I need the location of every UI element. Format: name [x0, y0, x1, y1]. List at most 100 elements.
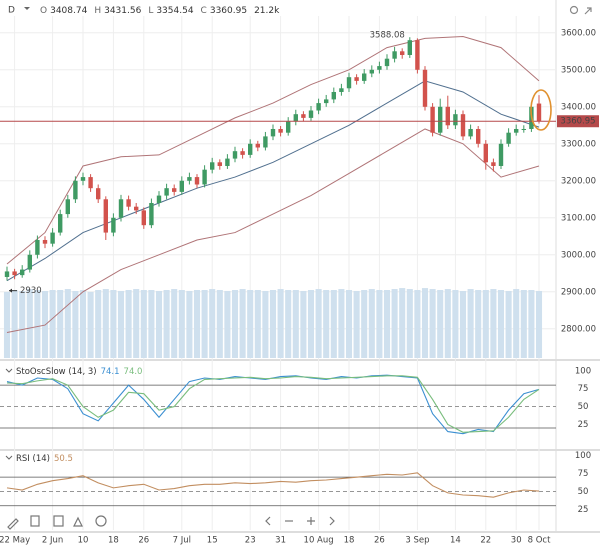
- candle-body: [339, 88, 344, 92]
- volume-bar: [307, 290, 315, 358]
- volume-bar: [209, 289, 216, 358]
- candle-body: [293, 114, 298, 122]
- volume-bar: [231, 290, 239, 358]
- candle-body: [20, 269, 25, 276]
- volume-bar: [178, 290, 185, 358]
- draw-tool[interactable]: [7, 518, 19, 530]
- x-tick-label: 18: [344, 536, 355, 546]
- panel-legend: StoOscSlow (14, 3) 74.1 74.0: [16, 367, 142, 377]
- candle-body: [164, 188, 169, 196]
- volume-bar: [72, 290, 79, 358]
- candle-body: [240, 151, 245, 155]
- volume-bar: [57, 290, 64, 358]
- candle-body: [324, 99, 329, 104]
- ohlc-key: O: [40, 6, 47, 16]
- scroll-right[interactable]: [329, 516, 335, 526]
- candle-body: [88, 177, 93, 189]
- candle-body: [415, 40, 420, 70]
- volume-bar: [368, 289, 375, 358]
- candle-body: [331, 91, 336, 100]
- overlay-layout: [7, 5, 592, 530]
- collapse-icon: [5, 368, 13, 373]
- notes-tool[interactable]: [30, 515, 40, 527]
- layers-tool[interactable]: [53, 515, 64, 527]
- ohlc-key: H: [94, 6, 101, 16]
- volume-bar: [133, 289, 140, 358]
- candle-body: [483, 143, 488, 163]
- volume-bar: [406, 289, 413, 358]
- volume-bar: [345, 290, 353, 358]
- candle-body: [217, 162, 222, 166]
- volume-bar: [26, 289, 33, 358]
- y-tick-label: 75: [578, 384, 589, 394]
- volume-bar: [475, 290, 482, 358]
- shape-tool[interactable]: [73, 516, 83, 527]
- x-tick-label: 10: [78, 536, 89, 546]
- expand-icon[interactable]: [584, 7, 592, 15]
- volume-bar: [429, 289, 436, 358]
- candle-body: [156, 195, 162, 203]
- candle-body: [103, 199, 108, 233]
- low-arrow-head: [9, 288, 12, 293]
- settings-icon[interactable]: [569, 5, 579, 15]
- candle-body: [12, 271, 17, 276]
- candle-body: [491, 162, 496, 166]
- ohlc-value: 3431.56: [104, 6, 141, 16]
- y-tick-label: 3300.00: [561, 139, 596, 149]
- volume-bar: [95, 290, 102, 358]
- volume-bar: [300, 290, 307, 358]
- candle-body: [362, 73, 367, 81]
- candle-body: [80, 177, 86, 181]
- volume-bar: [513, 289, 520, 358]
- x-tick-label: 31: [275, 536, 286, 546]
- volume-bar: [528, 290, 535, 358]
- candle-body: [232, 151, 238, 159]
- candle-body: [514, 128, 519, 133]
- volume-bar: [224, 290, 231, 358]
- volume-bar: [315, 289, 322, 358]
- candle-body: [255, 143, 260, 148]
- candle-body: [476, 128, 481, 144]
- candle-body: [35, 239, 40, 255]
- candle-body: [194, 177, 200, 185]
- volume-bar: [102, 289, 109, 358]
- volume-bar: [148, 290, 155, 358]
- reset-tool[interactable]: [95, 515, 107, 527]
- x-tick-label: 26: [374, 536, 385, 546]
- candle-body: [4, 271, 10, 277]
- scroll-left[interactable]: [265, 516, 271, 526]
- volume-bar: [216, 290, 223, 358]
- volume-bar: [79, 290, 87, 358]
- x-tick-label: 15: [207, 536, 218, 546]
- x-tick-label: 22: [480, 536, 491, 546]
- y-tick-label: 3100.00: [561, 213, 596, 223]
- volume-bar: [110, 290, 117, 358]
- candle-body: [316, 103, 321, 111]
- candle-body: [111, 217, 116, 233]
- zoom-in[interactable]: [307, 517, 315, 525]
- high-annotation: 3588.08: [370, 31, 405, 41]
- candle-body: [407, 40, 412, 55]
- candle-body: [438, 106, 443, 133]
- ohlc-key: L: [148, 6, 153, 16]
- candle-body: [27, 254, 32, 270]
- bottom-toolbar: [7, 515, 335, 530]
- candle-body: [301, 114, 306, 118]
- volume-bar: [277, 289, 284, 358]
- interval-dropdown[interactable]: [24, 7, 30, 10]
- volume-bar: [437, 290, 444, 358]
- candle-body: [278, 128, 283, 133]
- candle-body: [179, 180, 184, 192]
- volume-bar: [155, 290, 163, 358]
- candle-body: [506, 132, 511, 144]
- volume-bar: [323, 290, 330, 358]
- volume-bar: [186, 290, 193, 358]
- candle-body: [460, 114, 466, 137]
- candle-body: [118, 199, 124, 218]
- x-tick-label: 22 May: [0, 536, 30, 546]
- y-tick-label: 3000.00: [561, 250, 596, 260]
- volume-bar: [520, 290, 527, 358]
- volume-bar: [391, 289, 398, 358]
- candle-body: [202, 169, 207, 185]
